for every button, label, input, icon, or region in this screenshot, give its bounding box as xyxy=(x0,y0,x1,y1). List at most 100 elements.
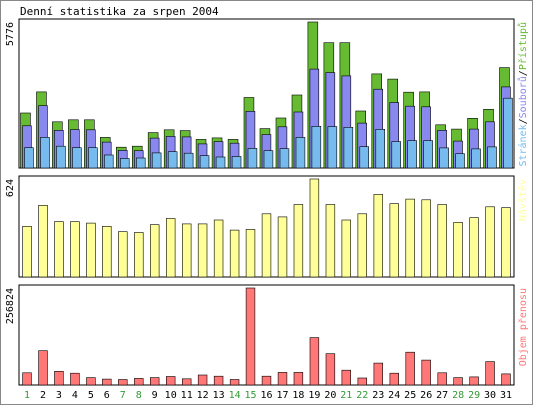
bar-stránek-day-7 xyxy=(120,158,130,169)
bar-stránek-day-16 xyxy=(263,150,274,169)
bar-traffic-day-16 xyxy=(261,375,272,386)
bar-traffic-day-14 xyxy=(229,379,240,386)
bar-traffic-day-25 xyxy=(405,351,415,386)
bar-visits-day-4 xyxy=(70,221,80,278)
legend: Stránek/Souborů/Přístupů xyxy=(517,22,529,167)
bar-traffic-day-1 xyxy=(22,372,32,386)
bar-stránek-day-4 xyxy=(72,147,82,169)
bar-visits-day-25 xyxy=(405,198,415,278)
bar-traffic-day-15 xyxy=(245,287,256,386)
bar-visits-day-17 xyxy=(277,216,288,278)
bar-visits-day-30 xyxy=(485,206,495,278)
y-max-label: 5776 xyxy=(5,22,16,46)
bar-traffic-day-18 xyxy=(293,372,304,386)
bar-visits-day-29 xyxy=(469,217,479,278)
x-tick-label-day-22: 22 xyxy=(356,390,368,401)
bar-stránek-day-24 xyxy=(391,141,401,169)
x-tick-label-day-20: 20 xyxy=(324,390,336,401)
legend: Návštěv xyxy=(517,179,529,221)
bar-traffic-day-2 xyxy=(38,350,48,386)
bar-stránek-day-29 xyxy=(471,148,481,169)
x-tick-label-day-25: 25 xyxy=(404,390,416,401)
x-tick-label-day-15: 15 xyxy=(244,390,256,401)
bar-visits-day-3 xyxy=(54,221,64,278)
bar-stránek-day-14 xyxy=(231,156,242,169)
bar-visits-day-11 xyxy=(182,223,192,278)
x-tick-label-day-23: 23 xyxy=(372,390,384,401)
panel-frame xyxy=(18,284,515,386)
legend-part: Souborů xyxy=(517,76,529,118)
legend-part: / xyxy=(518,70,529,76)
bar-stránek-day-9 xyxy=(151,152,162,169)
bar-stránek-day-3 xyxy=(56,145,66,169)
x-tick-label-day-16: 16 xyxy=(260,390,272,401)
bar-stránek-day-19 xyxy=(311,126,322,169)
bar-visits-day-7 xyxy=(118,231,128,278)
bar-visits-day-5 xyxy=(86,222,96,278)
bar-visits-day-18 xyxy=(293,204,304,278)
bar-visits-day-20 xyxy=(325,204,336,278)
bar-stránek-day-28 xyxy=(455,153,465,169)
x-tick-label-day-17: 17 xyxy=(276,390,288,401)
bar-traffic-day-13 xyxy=(213,375,224,386)
chart-title: Denní statistika za srpen 2004 xyxy=(20,5,219,18)
bar-visits-day-31 xyxy=(501,207,511,278)
bar-stránek-day-21 xyxy=(343,127,354,169)
bar-visits-day-27 xyxy=(437,204,447,278)
x-tick-label-day-13: 13 xyxy=(213,390,225,401)
x-tick-label-day-26: 26 xyxy=(420,390,432,401)
panel-3: 256824 Objem přenosu xyxy=(5,284,529,386)
bar-stránek-day-6 xyxy=(104,154,114,169)
bar-stránek-day-22 xyxy=(359,146,369,169)
bar-visits-day-10 xyxy=(166,218,176,278)
x-tick-label-day-12: 12 xyxy=(197,390,209,401)
bar-traffic-day-3 xyxy=(54,370,64,386)
bar-visits-day-24 xyxy=(389,203,399,278)
x-tick-label-day-1: 1 xyxy=(24,390,30,401)
x-tick-label-day-2: 2 xyxy=(40,390,46,401)
bar-traffic-day-26 xyxy=(421,359,431,386)
bar-stránek-day-25 xyxy=(407,140,417,169)
bar-visits-day-26 xyxy=(421,199,431,278)
bar-traffic-day-12 xyxy=(197,374,208,386)
bar-visits-day-15 xyxy=(245,229,256,278)
x-tick-label-day-11: 11 xyxy=(181,390,193,401)
bar-visits-day-19 xyxy=(309,178,320,278)
bar-traffic-day-27 xyxy=(437,372,447,386)
legend-part: Objem přenosu xyxy=(517,288,529,366)
bar-stránek-day-1 xyxy=(24,147,34,169)
x-tick-label-day-28: 28 xyxy=(452,390,464,401)
bar-stránek-day-8 xyxy=(136,157,146,169)
bar-stránek-day-5 xyxy=(88,147,98,169)
x-tick-label-day-3: 3 xyxy=(56,390,62,401)
legend-part: Stránek xyxy=(517,124,529,166)
x-tick-label-day-19: 19 xyxy=(308,390,320,401)
bar-stránek-day-15 xyxy=(247,148,258,169)
x-tick-label-day-31: 31 xyxy=(500,390,512,401)
bar-visits-day-22 xyxy=(357,213,367,278)
bar-visits-day-2 xyxy=(38,205,48,278)
bar-traffic-day-17 xyxy=(277,372,288,386)
y-max-label: 256824 xyxy=(5,288,16,324)
legend-part: / xyxy=(518,118,529,124)
legend-part: Přístupů xyxy=(517,22,529,70)
bar-traffic-day-30 xyxy=(485,361,495,386)
bar-stránek-day-27 xyxy=(439,147,449,169)
bar-stránek-day-18 xyxy=(295,137,306,169)
bar-traffic-day-5 xyxy=(86,377,96,386)
bar-visits-day-8 xyxy=(134,232,144,278)
bar-stránek-day-12 xyxy=(199,155,210,169)
bar-traffic-day-21 xyxy=(341,369,351,386)
bar-stránek-day-2 xyxy=(40,137,50,169)
bar-stránek-day-13 xyxy=(215,156,226,169)
x-tick-label-day-29: 29 xyxy=(468,390,480,401)
x-tick-label-day-24: 24 xyxy=(388,390,400,401)
bar-traffic-day-24 xyxy=(389,372,399,386)
bar-stránek-day-23 xyxy=(375,129,385,169)
x-tick-label-day-5: 5 xyxy=(88,390,94,401)
x-tick-label-day-21: 21 xyxy=(340,390,352,401)
bar-stránek-day-10 xyxy=(167,151,178,169)
bar-stránek-day-26 xyxy=(423,140,433,169)
